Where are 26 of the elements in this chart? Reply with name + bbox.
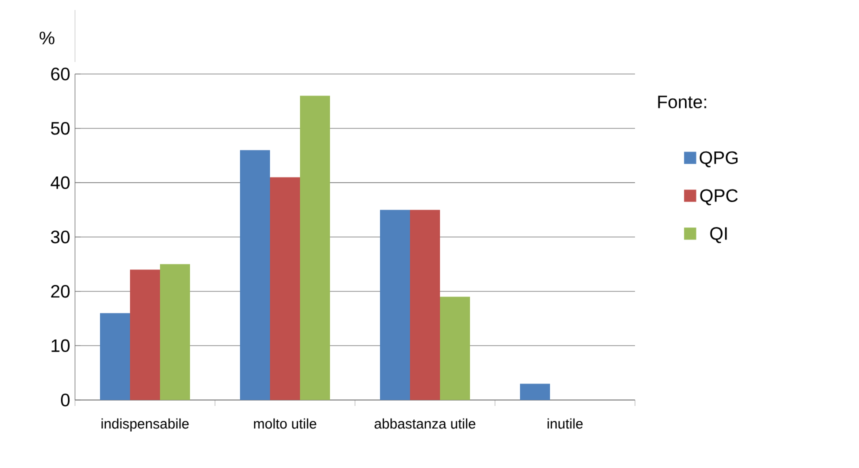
bar	[130, 270, 160, 400]
bar	[160, 264, 190, 400]
bar	[270, 177, 300, 400]
bar	[100, 313, 130, 400]
bar	[440, 296, 470, 400]
y-tick-label: 30	[50, 230, 70, 244]
y-axis-title: %	[40, 32, 54, 44]
y-tick-label: 60	[51, 68, 70, 80]
bar	[300, 96, 330, 400]
y-tick-label: 50	[50, 122, 70, 135]
legend-label: QPG	[700, 151, 738, 168]
x-tick-label: indispensabile	[102, 418, 189, 432]
x-tick-label: molto utile	[254, 418, 316, 429]
legend-label: QI	[710, 227, 727, 244]
bar	[410, 210, 440, 400]
y-tick-label: 0	[60, 394, 70, 406]
legend-label: QPC	[700, 189, 738, 206]
source-note: Fonte:	[658, 96, 706, 108]
bar	[380, 210, 410, 400]
y-tick-label: 10	[52, 339, 70, 352]
bar	[520, 384, 550, 400]
x-tick-label: inutile	[548, 418, 583, 429]
bar	[240, 150, 270, 400]
y-tick-label: 20	[51, 284, 70, 298]
x-tick-label: abbastanza utile	[374, 418, 476, 429]
y-tick-label: 40	[50, 176, 70, 190]
